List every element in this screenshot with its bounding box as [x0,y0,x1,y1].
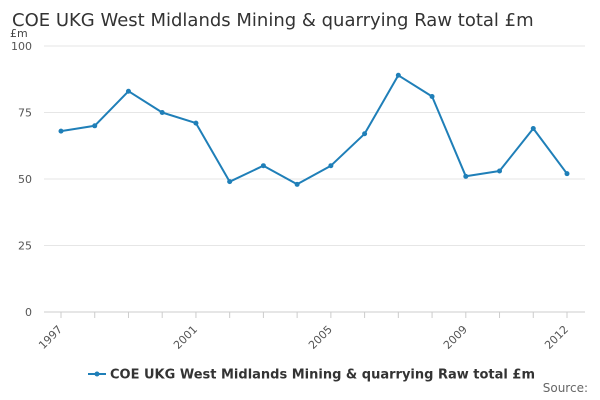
data-point[interactable] [328,163,334,169]
y-tick-label: 0 [25,306,32,319]
legend-swatch-marker [94,371,100,377]
x-tick-label: 2005 [306,323,335,352]
data-point[interactable] [497,168,503,174]
data-point[interactable] [92,123,98,129]
y-tick-label: 100 [11,40,32,53]
data-point[interactable] [260,163,266,169]
data-point[interactable] [227,179,233,185]
x-tick-label: 2001 [171,323,200,352]
gridlines [44,45,585,313]
x-tick-label: 2009 [441,323,470,352]
legend[interactable]: COE UKG West Midlands Mining & quarrying… [88,368,535,383]
y-tick-label: 75 [18,107,32,120]
legend-label: COE UKG West Midlands Mining & quarrying… [110,368,535,383]
data-point[interactable] [193,120,199,126]
data-point[interactable] [395,72,401,78]
y-axis-ticks: 0 25 50 75 100 [11,40,32,319]
x-tick-label: 2012 [542,323,571,352]
series-group [58,72,570,187]
source-label[interactable]: Source: [543,381,588,395]
data-point[interactable] [463,173,469,179]
x-tick-label: 1997 [36,323,65,352]
y-tick-label: 50 [18,173,32,186]
data-point[interactable] [564,171,570,177]
data-point[interactable] [429,94,435,100]
chart-title: COE UKG West Midlands Mining & quarrying… [12,10,534,31]
data-point[interactable] [159,110,165,115]
data-point[interactable] [125,88,131,94]
data-point[interactable] [294,181,300,187]
series-line[interactable] [60,74,568,186]
y-axis-unit-label: £m [10,27,28,40]
x-axis: 1997 2001 2005 2009 2012 [36,312,571,352]
y-tick-label: 25 [18,240,32,253]
data-point[interactable] [530,125,536,131]
data-point[interactable] [58,128,64,134]
data-point[interactable] [362,131,368,137]
